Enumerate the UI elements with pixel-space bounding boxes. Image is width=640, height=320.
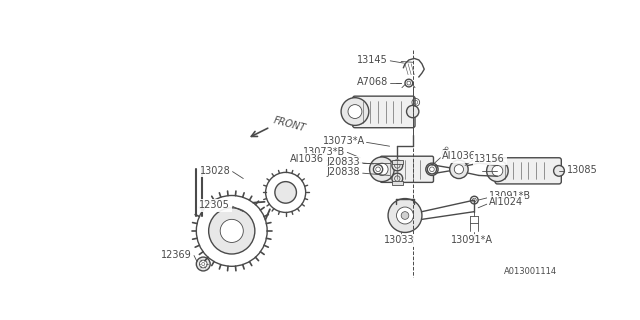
Text: 13156: 13156 bbox=[474, 154, 505, 164]
Circle shape bbox=[196, 257, 210, 271]
Text: 13091*B: 13091*B bbox=[489, 191, 531, 201]
Circle shape bbox=[348, 105, 362, 118]
Text: 13145: 13145 bbox=[357, 55, 388, 65]
Text: A013001114: A013001114 bbox=[504, 267, 557, 276]
Text: 13033: 13033 bbox=[383, 235, 414, 245]
Circle shape bbox=[392, 173, 403, 184]
Text: FRONT: FRONT bbox=[273, 116, 307, 134]
Text: 13073*B: 13073*B bbox=[303, 147, 345, 156]
FancyBboxPatch shape bbox=[495, 158, 561, 184]
Circle shape bbox=[220, 219, 243, 243]
FancyBboxPatch shape bbox=[353, 96, 415, 128]
Circle shape bbox=[450, 160, 468, 179]
Text: J20838: J20838 bbox=[326, 167, 360, 177]
Circle shape bbox=[428, 165, 436, 174]
Circle shape bbox=[486, 160, 508, 182]
Text: 13073*A: 13073*A bbox=[323, 136, 365, 146]
FancyBboxPatch shape bbox=[392, 181, 403, 185]
FancyBboxPatch shape bbox=[380, 156, 433, 182]
Circle shape bbox=[275, 182, 296, 203]
Circle shape bbox=[388, 198, 422, 232]
Circle shape bbox=[401, 212, 409, 219]
Text: A7068: A7068 bbox=[357, 77, 388, 87]
Text: 12305: 12305 bbox=[199, 201, 230, 211]
FancyBboxPatch shape bbox=[392, 160, 403, 164]
Circle shape bbox=[406, 105, 419, 118]
Circle shape bbox=[392, 160, 403, 171]
Circle shape bbox=[200, 260, 207, 268]
Circle shape bbox=[376, 163, 388, 175]
Text: AI1036: AI1036 bbox=[442, 151, 476, 161]
Text: 13091*A: 13091*A bbox=[451, 235, 493, 245]
Circle shape bbox=[373, 165, 383, 174]
Circle shape bbox=[492, 165, 503, 176]
Text: 13028: 13028 bbox=[200, 166, 230, 176]
Circle shape bbox=[369, 157, 394, 182]
Circle shape bbox=[554, 165, 564, 176]
Circle shape bbox=[426, 163, 438, 175]
Text: 13085: 13085 bbox=[566, 165, 598, 175]
Circle shape bbox=[454, 165, 463, 174]
Text: 12369: 12369 bbox=[161, 250, 192, 260]
Text: AI1036: AI1036 bbox=[290, 154, 324, 164]
Circle shape bbox=[341, 98, 369, 125]
Circle shape bbox=[209, 208, 255, 254]
Text: AI1024: AI1024 bbox=[489, 197, 523, 207]
Circle shape bbox=[397, 207, 413, 224]
Text: J20833: J20833 bbox=[326, 157, 360, 167]
